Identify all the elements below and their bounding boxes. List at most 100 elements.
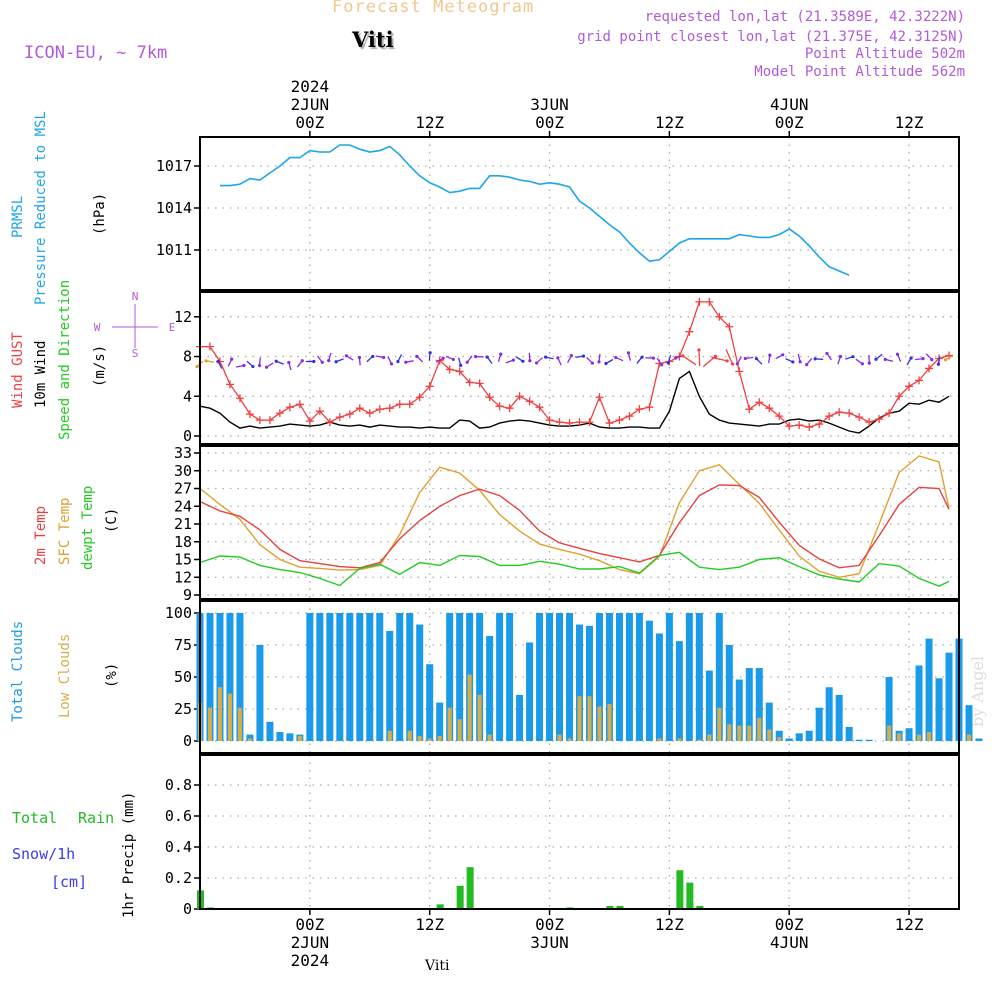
temp-ytick-label: 24 xyxy=(174,497,192,515)
top-time-label: 12Z xyxy=(895,113,924,132)
gust-marker xyxy=(565,419,574,428)
gust-marker xyxy=(875,415,884,424)
low-cloud-bar xyxy=(717,707,722,741)
gust-marker xyxy=(535,403,544,412)
grid-point-coords: grid point closest lon,lat (21.375E, 42.… xyxy=(577,29,965,45)
precip-ytick-label: 0.2 xyxy=(165,869,192,887)
temp-ytick-label: 33 xyxy=(174,444,192,462)
wind-arrow xyxy=(698,349,701,366)
total-cloud-bar xyxy=(945,652,953,741)
gust-marker xyxy=(445,365,454,374)
wind-arrow-head xyxy=(499,352,503,356)
total-cloud-bar xyxy=(905,728,913,741)
total-cloud-bar xyxy=(975,738,983,741)
location-title: Viti xyxy=(352,27,394,52)
wind-arrow-head xyxy=(681,354,685,358)
wind-arrow-head xyxy=(396,359,400,364)
top-time-label: 4JUN xyxy=(770,95,809,114)
low-cloud-bar xyxy=(217,687,222,741)
wind-ytick-label: 12 xyxy=(174,308,192,326)
total-cloud-bar xyxy=(885,677,893,741)
low-cloud-bar xyxy=(657,738,662,741)
clouds-ytick-label: 100 xyxy=(165,604,192,622)
wind-arrow-head xyxy=(357,355,362,360)
clouds-panel-frame xyxy=(199,600,960,754)
compass-s: S xyxy=(132,347,139,360)
total-cloud-bar xyxy=(216,613,224,741)
total-cloud-bar xyxy=(566,613,574,741)
gust-marker xyxy=(455,367,464,376)
wind-arrow-head xyxy=(754,357,759,361)
low-cloud-bar xyxy=(737,725,742,741)
low-cloud-bar xyxy=(777,737,782,741)
wind-arrow-head xyxy=(556,356,560,360)
total-cloud-bar xyxy=(925,638,933,741)
total-cloud-bar xyxy=(615,613,623,741)
precip-panel-frame xyxy=(199,754,960,910)
total-cloud-bar xyxy=(665,613,673,741)
gust-marker xyxy=(425,382,434,391)
gust-marker xyxy=(745,405,754,414)
low-cloud-bar xyxy=(927,732,932,741)
gust-marker xyxy=(845,409,854,418)
snow-label: Snow/1h xyxy=(12,845,76,863)
wind-arrow-head xyxy=(404,360,408,364)
total-cloud-bar xyxy=(745,668,753,741)
temp-ytick-label: 15 xyxy=(174,551,192,569)
gust-marker xyxy=(825,412,834,421)
wind-arrow-head xyxy=(327,358,331,363)
rain-label-a: Total xyxy=(12,809,58,827)
total-cloud-bar xyxy=(725,645,733,741)
low-cloud-bar xyxy=(447,707,452,741)
wind-arrow-head xyxy=(813,357,817,361)
gust-marker xyxy=(295,400,304,409)
requested-coords: requested lon,lat (21.3589E, 42.3222N) xyxy=(644,9,965,25)
wind-arrow-head xyxy=(264,365,269,369)
wind-arrow-head xyxy=(768,353,772,357)
total-cloud-bar xyxy=(915,665,923,741)
precip-panel-bg xyxy=(200,755,959,909)
wind-ytick-label: 4 xyxy=(183,387,192,405)
wind-arrow-head xyxy=(791,360,795,364)
gust-marker xyxy=(595,393,604,402)
wind-arrow-head xyxy=(312,359,316,364)
gust-marker xyxy=(465,378,474,387)
gust-marker xyxy=(315,407,324,416)
rain-bar xyxy=(436,904,444,909)
low-cloud-bar xyxy=(387,730,392,741)
wind-arrow-head xyxy=(725,359,729,363)
wind-arrow-head xyxy=(257,363,262,368)
wind-arrow-head xyxy=(838,354,843,359)
gust-marker xyxy=(645,403,654,412)
gust-marker xyxy=(245,410,254,419)
wind-arrow-head xyxy=(451,357,455,362)
rain-bar xyxy=(466,867,474,909)
total-cloud-bar xyxy=(605,613,613,741)
wind-arrow-head xyxy=(930,358,934,362)
low-cloud-bar xyxy=(757,717,762,741)
low-cloud-bar xyxy=(677,738,682,741)
pressure-panel-frame xyxy=(199,136,960,291)
gust-marker xyxy=(725,322,734,331)
wind-arrow-head xyxy=(204,359,208,363)
pressure-panel-bg xyxy=(200,137,959,290)
wind-arrow-head xyxy=(195,365,199,369)
top-time-label: 3JUN xyxy=(530,95,569,114)
total-cloud-bar xyxy=(655,633,663,741)
pressure-line xyxy=(220,144,850,276)
total-cloud-bar xyxy=(386,630,394,741)
wind-arrow-head xyxy=(528,359,532,363)
wind-arrow-head xyxy=(697,348,701,352)
total-cloud-bar xyxy=(735,679,743,741)
gust-marker xyxy=(615,416,624,425)
wind-arrow-head xyxy=(874,357,878,361)
gust-marker xyxy=(285,403,294,412)
total-cloud-bar xyxy=(675,641,683,741)
snow-unit: [cm] xyxy=(51,873,88,891)
wind-arrow-head xyxy=(344,354,349,358)
temp-panel-frame xyxy=(199,445,960,600)
compass-e: E xyxy=(169,321,176,334)
total-cloud-bar xyxy=(536,613,544,741)
wind-arrow xyxy=(725,349,734,365)
